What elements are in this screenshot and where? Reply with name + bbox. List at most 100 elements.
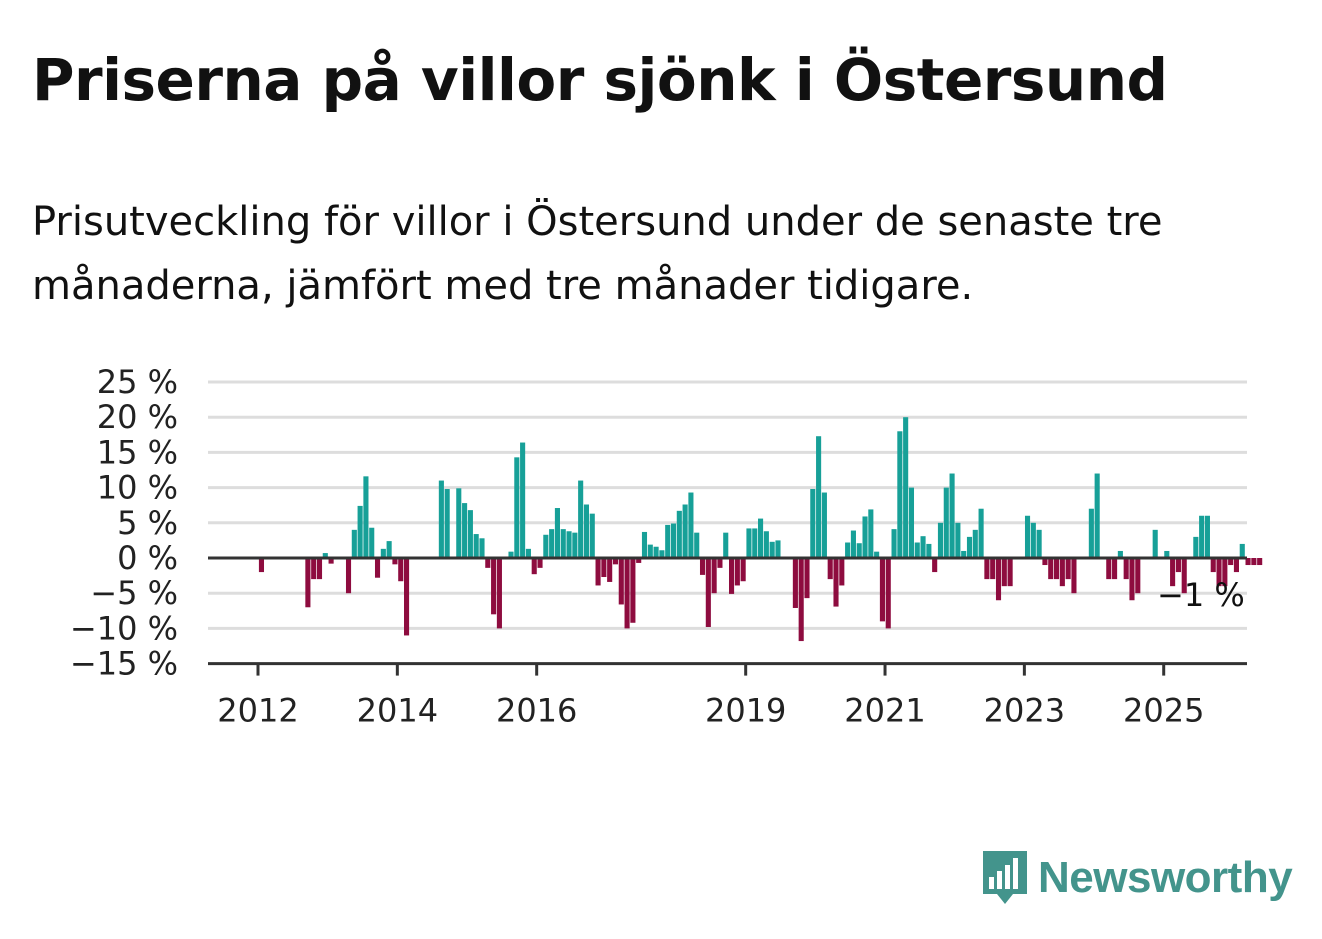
bar [966, 536, 973, 558]
bar [1036, 529, 1042, 558]
bar [1164, 550, 1170, 558]
bar [1129, 558, 1135, 601]
bar [903, 417, 909, 558]
bar [537, 558, 543, 568]
bar [386, 541, 392, 558]
bar-chart: 25 %20 %15 %10 %5 %0 %−5 %−10 %−15 % 2012… [70, 363, 1263, 730]
y-tick-label: 5 % [117, 504, 178, 542]
bar [636, 558, 642, 563]
bar [369, 527, 375, 558]
bar [694, 532, 700, 558]
y-tick-label: −15 % [70, 645, 178, 683]
bar [827, 558, 833, 580]
bar [380, 548, 386, 558]
bar [775, 540, 781, 558]
bar [670, 523, 677, 558]
y-tick-label: 20 % [97, 398, 178, 436]
bar [1233, 558, 1239, 573]
bars [258, 417, 1263, 642]
bar [833, 558, 839, 607]
bar [612, 558, 619, 565]
bar [990, 558, 996, 580]
bar [357, 505, 363, 558]
bar [531, 558, 537, 575]
bar [1088, 508, 1094, 558]
x-tick-label: 2014 [357, 692, 438, 730]
bar [438, 480, 444, 558]
bar [717, 558, 723, 568]
bar [1048, 558, 1054, 580]
bar [404, 558, 410, 636]
bar [1030, 522, 1036, 558]
bar [549, 529, 555, 558]
bar [624, 558, 630, 629]
chart-title: Priserna på villor sjönk i Östersund [32, 46, 1168, 114]
bar [891, 529, 897, 558]
bar [583, 504, 590, 558]
bar [792, 558, 798, 608]
bar [955, 522, 961, 558]
bar [1175, 558, 1181, 573]
bar [821, 492, 827, 558]
bar [665, 524, 671, 558]
bar [525, 548, 531, 558]
y-tick-label: 10 % [97, 469, 178, 507]
bar [316, 558, 323, 580]
bar [595, 558, 601, 586]
bar [711, 558, 717, 594]
bar [972, 529, 978, 558]
bar [769, 541, 775, 558]
bar [937, 522, 944, 558]
bar [740, 558, 746, 582]
bar [845, 542, 851, 558]
bar [897, 431, 903, 558]
bar [589, 513, 595, 558]
bar [874, 551, 880, 558]
bar [508, 551, 514, 558]
newsworthy-chart-icon [983, 851, 1027, 904]
bar [949, 473, 955, 558]
bar [653, 546, 659, 558]
bar [462, 503, 468, 558]
bar [473, 534, 479, 558]
y-tick-label: −5 % [90, 574, 178, 612]
bar [816, 436, 822, 558]
bar [630, 558, 636, 623]
bar [1106, 558, 1112, 580]
bar [363, 476, 369, 558]
bar [1152, 529, 1158, 558]
bar [311, 558, 317, 580]
x-tick-label: 2016 [496, 692, 577, 730]
bar [688, 492, 694, 558]
bar [1071, 558, 1077, 594]
bar [1228, 558, 1234, 566]
bar [1065, 558, 1071, 580]
bar [392, 558, 398, 565]
bar [1204, 515, 1210, 558]
bar [1112, 558, 1118, 580]
newsworthy-logo: Newsworthy [980, 848, 1293, 908]
bar [856, 543, 862, 558]
bar [322, 553, 328, 558]
x-tick-label: 2025 [1123, 692, 1204, 730]
bar [258, 558, 265, 573]
bar [763, 531, 769, 558]
bar [467, 510, 473, 558]
bar [601, 558, 607, 578]
bar [926, 543, 932, 558]
bar [978, 508, 984, 558]
bar [479, 538, 485, 558]
bar [1042, 558, 1048, 566]
logo-text: Newsworthy [1038, 853, 1293, 902]
bar [520, 442, 526, 558]
bar [705, 558, 711, 627]
y-tick-label: 25 % [97, 363, 178, 401]
bar [485, 558, 491, 568]
bar [1094, 473, 1100, 558]
bar [1117, 550, 1123, 558]
y-tick-label: −10 % [70, 609, 178, 647]
bar [932, 558, 938, 573]
bar [810, 489, 816, 558]
bar [984, 558, 990, 580]
bar [920, 536, 926, 558]
